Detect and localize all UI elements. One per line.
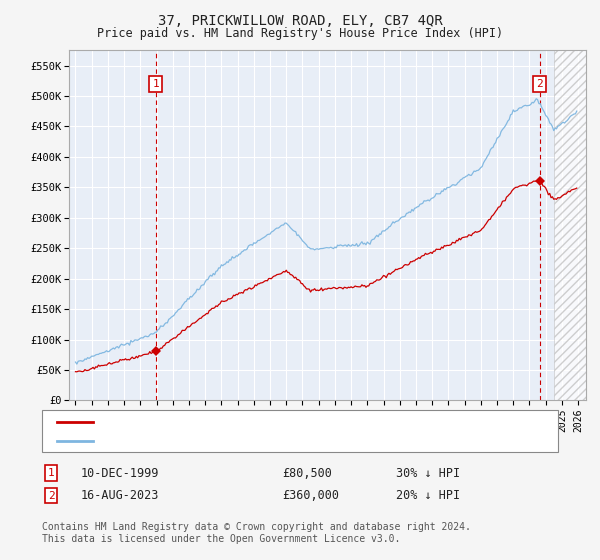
Text: Contains HM Land Registry data © Crown copyright and database right 2024.
This d: Contains HM Land Registry data © Crown c… xyxy=(42,522,471,544)
Text: HPI: Average price, detached house, East Cambridgeshire: HPI: Average price, detached house, East… xyxy=(99,436,443,446)
Text: 2: 2 xyxy=(47,491,55,501)
Text: 2: 2 xyxy=(536,79,543,89)
Text: £360,000: £360,000 xyxy=(282,489,339,502)
Text: 10-DEC-1999: 10-DEC-1999 xyxy=(81,466,160,480)
Text: 20% ↓ HPI: 20% ↓ HPI xyxy=(396,489,460,502)
Text: 37, PRICKWILLOW ROAD, ELY, CB7 4QR (detached house): 37, PRICKWILLOW ROAD, ELY, CB7 4QR (deta… xyxy=(99,417,418,427)
Text: 1: 1 xyxy=(47,468,55,478)
Text: Price paid vs. HM Land Registry's House Price Index (HPI): Price paid vs. HM Land Registry's House … xyxy=(97,27,503,40)
Text: £80,500: £80,500 xyxy=(282,466,332,480)
Text: 1: 1 xyxy=(152,79,159,89)
Text: 16-AUG-2023: 16-AUG-2023 xyxy=(81,489,160,502)
Text: 37, PRICKWILLOW ROAD, ELY, CB7 4QR: 37, PRICKWILLOW ROAD, ELY, CB7 4QR xyxy=(158,14,442,28)
Text: 30% ↓ HPI: 30% ↓ HPI xyxy=(396,466,460,480)
